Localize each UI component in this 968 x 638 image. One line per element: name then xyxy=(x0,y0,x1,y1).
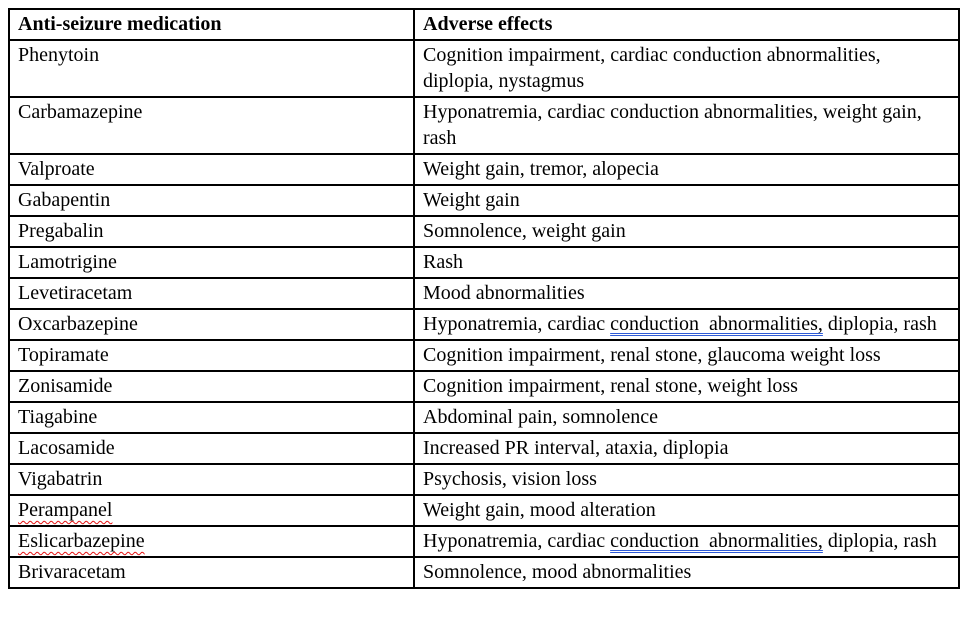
adverse-effects-cell: Rash xyxy=(413,246,960,279)
effects-text: Abdominal pain, somnolence xyxy=(423,406,658,428)
medication-cell: Levetiracetam xyxy=(8,277,415,310)
adverse-effects-cell: Cognition impairment, cardiac conduction… xyxy=(413,39,960,98)
adverse-effects-cell: Mood abnormalities xyxy=(413,277,960,310)
effects-text: Hyponatremia, cardiac xyxy=(423,530,611,552)
effects-text: Weight gain, mood alteration xyxy=(423,499,656,521)
medication-name: Tiagabine xyxy=(18,406,98,428)
medication-cell: Gabapentin xyxy=(8,184,415,217)
effects-text: Somnolence, weight gain xyxy=(423,220,626,242)
medication-name: Oxcarbazepine xyxy=(18,313,138,335)
effects-text: Mood abnormalities xyxy=(423,282,585,304)
medication-name: Lacosamide xyxy=(18,437,115,459)
table-row: Levetiracetam Mood abnormalities xyxy=(8,277,960,310)
medication-cell: Lacosamide xyxy=(8,432,415,465)
table-row: Valproate Weight gain, tremor, alopecia xyxy=(8,153,960,186)
table-row: Phenytoin Cognition impairment, cardiac c… xyxy=(8,39,960,98)
medication-table: Anti-seizure medication Adverse effects … xyxy=(8,8,960,589)
effects-text: diplopia, rash xyxy=(822,313,937,335)
medication-name: Carbamazepine xyxy=(18,101,143,123)
medication-cell: Lamotrigine xyxy=(8,246,415,279)
medication-cell: Carbamazepine xyxy=(8,96,415,155)
medication-name: Topiramate xyxy=(18,344,109,366)
table-body: Phenytoin Cognition impairment, cardiac c… xyxy=(8,39,960,589)
medication-name-spell-flagged: Perampanel xyxy=(18,499,113,521)
table-row: Brivaracetam Somnolence, mood abnormaliti… xyxy=(8,556,960,589)
effects-text: diplopia, rash xyxy=(822,530,937,552)
medication-name: Levetiracetam xyxy=(18,282,133,304)
table-row: Eslicarbazepine Hyponatremia, cardiac con… xyxy=(8,525,960,558)
table-row: Pregabalin Somnolence, weight gain xyxy=(8,215,960,248)
table-row: Gabapentin Weight gain xyxy=(8,184,960,217)
medication-name: Brivaracetam xyxy=(18,561,126,583)
medication-cell: Tiagabine xyxy=(8,401,415,434)
adverse-effects-cell: Psychosis, vision loss xyxy=(413,463,960,496)
medication-name: Valproate xyxy=(18,158,95,180)
table-row: Lacosamide Increased PR interval, ataxia,… xyxy=(8,432,960,465)
grammar-flagged-text: conduction abnormalities, xyxy=(610,313,823,335)
medication-cell: Vigabatrin xyxy=(8,463,415,496)
table-row: Oxcarbazepine Hyponatremia, cardiac condu… xyxy=(8,308,960,341)
effects-text: Weight gain xyxy=(423,189,520,211)
effects-text: Increased PR interval, ataxia, diplopia xyxy=(423,437,729,459)
column-header-adverse-effects: Adverse effects xyxy=(413,8,960,41)
adverse-effects-cell: Cognition impairment, renal stone, weigh… xyxy=(413,370,960,403)
adverse-effects-cell: Hyponatremia, cardiac conduction abnorma… xyxy=(413,96,960,155)
adverse-effects-cell: Increased PR interval, ataxia, diplopia xyxy=(413,432,960,465)
medication-cell: Zonisamide xyxy=(8,370,415,403)
table-row: Vigabatrin Psychosis, vision loss xyxy=(8,463,960,496)
medication-cell: Brivaracetam xyxy=(8,556,415,589)
medication-cell: Perampanel xyxy=(8,494,415,527)
adverse-effects-cell: Cognition impairment, renal stone, glauc… xyxy=(413,339,960,372)
adverse-effects-cell: Weight gain xyxy=(413,184,960,217)
effects-text: Weight gain, tremor, alopecia xyxy=(423,158,659,180)
medication-cell: Valproate xyxy=(8,153,415,186)
table-row: Perampanel Weight gain, mood alteration xyxy=(8,494,960,527)
medication-cell: Pregabalin xyxy=(8,215,415,248)
medication-cell: Phenytoin xyxy=(8,39,415,98)
column-header-medication: Anti-seizure medication xyxy=(8,8,415,41)
effects-text: Somnolence, mood abnormalities xyxy=(423,561,692,583)
medication-name: Pregabalin xyxy=(18,220,104,242)
effects-text: Cognition impairment, renal stone, glauc… xyxy=(423,344,881,366)
adverse-effects-cell: Hyponatremia, cardiac conduction abnorma… xyxy=(413,525,960,558)
effects-text: Psychosis, vision loss xyxy=(423,468,597,490)
medication-name: Zonisamide xyxy=(18,375,113,397)
medication-cell: Oxcarbazepine xyxy=(8,308,415,341)
effects-text: Hyponatremia, cardiac xyxy=(423,313,611,335)
adverse-effects-cell: Abdominal pain, somnolence xyxy=(413,401,960,434)
medication-name: Gabapentin xyxy=(18,189,111,211)
effects-text: Cognition impairment, cardiac conduction… xyxy=(423,44,886,92)
table-header: Anti-seizure medication Adverse effects xyxy=(8,8,960,41)
medication-name: Lamotrigine xyxy=(18,251,117,273)
table-row: Topiramate Cognition impairment, renal st… xyxy=(8,339,960,372)
medication-cell: Topiramate xyxy=(8,339,415,372)
adverse-effects-cell: Weight gain, mood alteration xyxy=(413,494,960,527)
medication-name: Phenytoin xyxy=(18,44,100,66)
effects-text: Cognition impairment, renal stone, weigh… xyxy=(423,375,798,397)
table-row: Carbamazepine Hyponatremia, cardiac condu… xyxy=(8,96,960,155)
adverse-effects-cell: Somnolence, weight gain xyxy=(413,215,960,248)
table-row: Tiagabine Abdominal pain, somnolence xyxy=(8,401,960,434)
table-row: Zonisamide Cognition impairment, renal st… xyxy=(8,370,960,403)
medication-cell: Eslicarbazepine xyxy=(8,525,415,558)
adverse-effects-cell: Somnolence, mood abnormalities xyxy=(413,556,960,589)
medication-name: Vigabatrin xyxy=(18,468,103,490)
effects-text: Rash xyxy=(423,251,463,273)
adverse-effects-cell: Hyponatremia, cardiac conduction abnorma… xyxy=(413,308,960,341)
adverse-effects-cell: Weight gain, tremor, alopecia xyxy=(413,153,960,186)
header-row: Anti-seizure medication Adverse effects xyxy=(8,8,960,41)
effects-text: Hyponatremia, cardiac conduction abnorma… xyxy=(423,101,927,149)
grammar-flagged-text: conduction abnormalities, xyxy=(610,530,823,552)
table-row: Lamotrigine Rash xyxy=(8,246,960,279)
medication-name-spell-flagged: Eslicarbazepine xyxy=(18,530,145,552)
